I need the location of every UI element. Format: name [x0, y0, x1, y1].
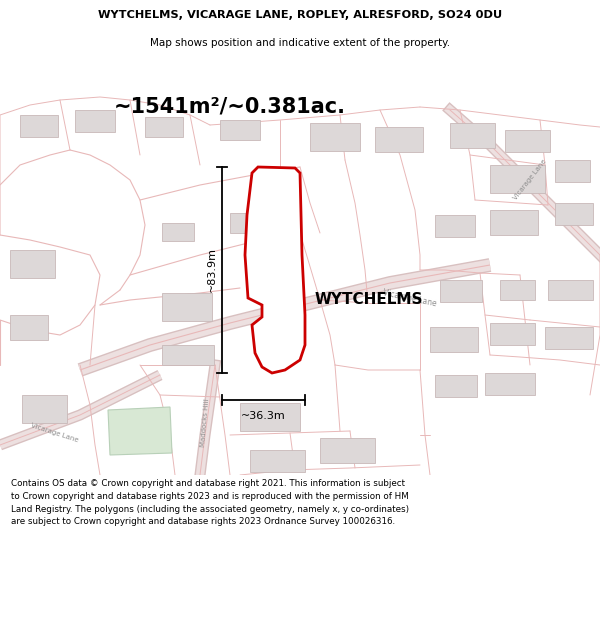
Bar	[10, 315, 48, 340]
Bar	[548, 280, 593, 300]
Text: Maddocks Hill: Maddocks Hill	[200, 399, 210, 448]
Bar	[22, 395, 67, 423]
Bar	[545, 327, 593, 349]
Bar	[505, 130, 550, 152]
Text: WYTCHELMS: WYTCHELMS	[315, 292, 424, 308]
Polygon shape	[108, 407, 172, 455]
Bar	[20, 115, 58, 137]
Bar	[490, 323, 535, 345]
Text: Map shows position and indicative extent of the property.: Map shows position and indicative extent…	[150, 38, 450, 48]
Bar	[162, 345, 214, 365]
Bar	[450, 123, 495, 148]
Bar	[435, 375, 477, 397]
Bar	[555, 160, 590, 182]
Polygon shape	[245, 167, 305, 373]
Text: ~36.3m: ~36.3m	[241, 411, 286, 421]
Bar	[265, 195, 287, 213]
Bar	[485, 373, 535, 395]
Bar	[162, 293, 212, 321]
Bar	[250, 450, 305, 472]
Text: Contains OS data © Crown copyright and database right 2021. This information is : Contains OS data © Crown copyright and d…	[11, 479, 409, 526]
Bar	[162, 223, 194, 241]
Bar	[10, 250, 55, 278]
Text: ~83.9m: ~83.9m	[207, 248, 217, 292]
Bar	[230, 213, 268, 233]
Bar	[435, 215, 475, 237]
Bar	[555, 203, 593, 225]
Bar	[310, 123, 360, 151]
Bar	[240, 403, 300, 431]
Text: Vicarage Lane: Vicarage Lane	[512, 159, 548, 201]
Bar	[320, 438, 375, 463]
Text: WYTCHELMS, VICARAGE LANE, ROPLEY, ALRESFORD, SO24 0DU: WYTCHELMS, VICARAGE LANE, ROPLEY, ALRESF…	[98, 11, 502, 21]
Bar	[145, 117, 183, 137]
Bar	[375, 127, 423, 152]
Bar	[220, 120, 260, 140]
Bar	[490, 210, 538, 235]
Bar	[500, 280, 535, 300]
Text: Vicarage Lane: Vicarage Lane	[31, 422, 80, 444]
Bar	[75, 110, 115, 132]
Text: ~1541m²/~0.381ac.: ~1541m²/~0.381ac.	[114, 97, 346, 117]
Bar	[490, 165, 545, 193]
Bar	[430, 327, 478, 352]
Bar	[440, 280, 482, 302]
Text: Vicarage Lane: Vicarage Lane	[382, 288, 437, 308]
